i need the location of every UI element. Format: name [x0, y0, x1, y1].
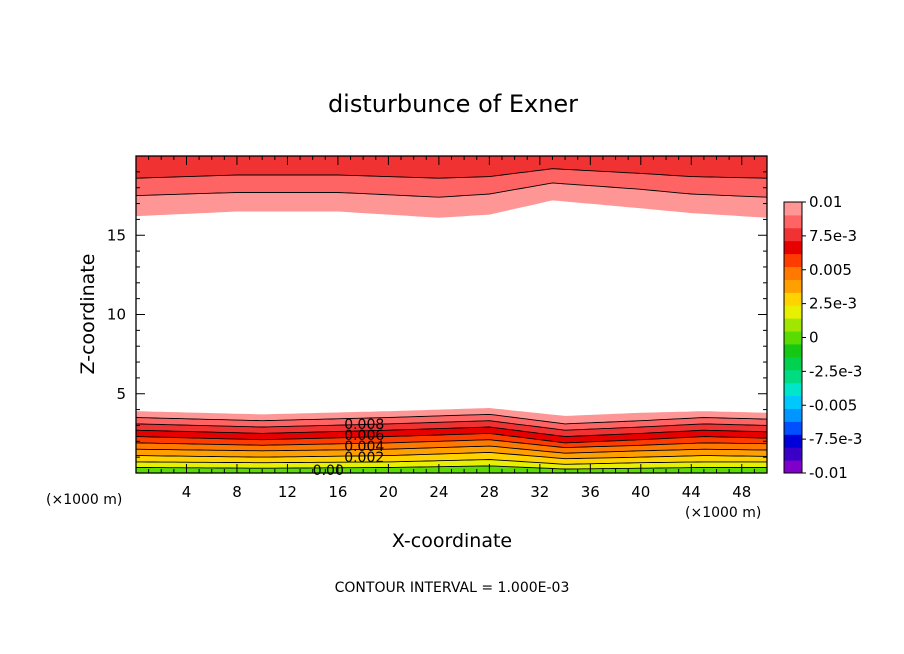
x-tick-label: 36: [581, 483, 600, 501]
contour-lines: [135, 168, 768, 470]
colorbar-swatch: [784, 240, 802, 255]
contour-band-top: [136, 168, 767, 198]
contour-line: [135, 413, 768, 425]
contour-line: [135, 439, 768, 449]
colorbar-swatch: [784, 460, 802, 474]
colorbar-swatch: [784, 421, 802, 435]
x-tick-label: 16: [328, 483, 347, 501]
contour-band-bottom: [136, 459, 767, 469]
colorbar-label: -0.01: [809, 464, 848, 482]
x-tick-label: 44: [682, 483, 701, 501]
contour-band-top: [136, 156, 767, 179]
x-tick-label: 20: [379, 483, 398, 501]
colorbar-swatch: [784, 356, 802, 371]
x-tick-label: 40: [631, 483, 650, 501]
colorbar-swatch: [784, 434, 802, 448]
colorbar-swatch: [784, 202, 802, 216]
colorbar-swatch: [784, 227, 802, 242]
contour-band-top: [136, 182, 767, 218]
colorbar-label: 0.01: [809, 193, 842, 211]
contour-band-bottom: [136, 439, 767, 454]
y-tick-label: 5: [116, 385, 126, 403]
x-tick-label: 32: [530, 483, 549, 501]
contour-band-bottom: [136, 427, 767, 443]
colorbar-swatch: [784, 253, 802, 268]
contour-label: 0.004: [344, 439, 384, 455]
colorbar-swatch: [784, 279, 802, 293]
x-tick-label: 28: [480, 483, 499, 501]
colorbar-swatch: [784, 292, 802, 306]
colorbar-label: 7.5e-3: [809, 227, 857, 245]
contour-label: 0.00: [313, 463, 344, 479]
x-axis-label: X-coordinate: [392, 530, 512, 552]
colorbar-swatch: [784, 318, 802, 332]
colorbar: 0.01 7.5e-3 0.005 2.5e-3 0 -2.5e-3 -0.005 -7.5e…: [783, 193, 862, 482]
contour-label: 0.008: [344, 417, 384, 433]
contour-line: [136, 451, 768, 460]
contour-label: 0.002: [344, 450, 384, 466]
contour-band-bottom: [136, 414, 767, 431]
x-tick-label: 8: [232, 483, 242, 501]
x-axis-ticks: 4 8 12 16 20 24 28 32 36 40 44 48: [148, 156, 755, 501]
colorbar-label: 0.005: [809, 261, 852, 279]
x-unit-label-right: (×1000 m): [685, 505, 761, 521]
contour-line: [136, 465, 767, 470]
x-unit-label-left: (×1000 m): [46, 492, 122, 508]
colorbar-swatch: [784, 369, 802, 384]
colorbar-swatch: [784, 214, 802, 229]
contour-line: [135, 182, 768, 198]
colorbar-swatch: [784, 382, 802, 397]
contour-line: [135, 168, 768, 179]
colorbar-swatch: [784, 343, 802, 358]
x-tick-label: 12: [278, 483, 297, 501]
x-tick-label: 4: [182, 483, 192, 501]
y-tick-label: 15: [107, 226, 126, 244]
colorbar-swatch: [784, 395, 802, 409]
y-axis-label: Z-coordinate: [77, 254, 99, 375]
colorbar-swatch: [784, 447, 802, 461]
colorbar-label: 2.5e-3: [809, 295, 857, 313]
contour-line: [135, 426, 768, 437]
contour-line: [136, 459, 767, 465]
y-axis-ticks: 5 10 15: [107, 171, 767, 458]
colorbar-swatch: [784, 305, 802, 319]
colorbar-label: -0.005: [809, 396, 857, 414]
colorbar-label: -2.5e-3: [809, 362, 862, 380]
x-tick-label: 24: [429, 483, 448, 501]
contour-band-bottom: [136, 408, 767, 424]
x-tick-label: 48: [732, 483, 751, 501]
y-tick-label: 10: [107, 306, 126, 324]
colorbar-swatch: [784, 408, 802, 422]
contour-line: [135, 445, 768, 454]
contour-band-bottom: [136, 446, 767, 459]
contour-line: [135, 420, 768, 431]
colorbar-swatch: [784, 266, 802, 280]
colorbar-swatch: [784, 331, 802, 345]
chart-title: disturbunce of Exner: [328, 90, 578, 118]
contour-line: [135, 432, 768, 444]
contour-label: 0.006: [344, 428, 384, 444]
contour-band-bottom: [136, 452, 767, 465]
colorbar-label: -7.5e-3: [809, 430, 862, 448]
contour-interval-note: CONTOUR INTERVAL = 1.000E-03: [335, 580, 570, 596]
colorbar-label: 0: [809, 329, 819, 347]
